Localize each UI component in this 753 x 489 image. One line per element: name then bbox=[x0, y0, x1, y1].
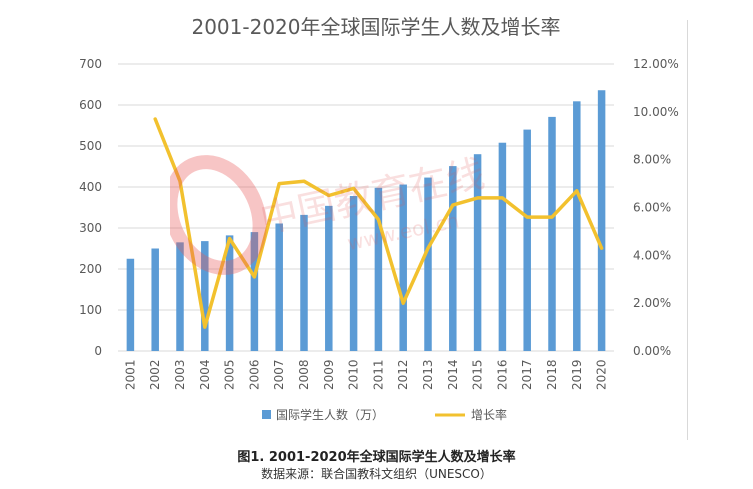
x-tick-label: 2014 bbox=[446, 359, 460, 390]
bar bbox=[225, 235, 234, 351]
x-tick-label: 2001 bbox=[123, 359, 137, 390]
y-right-tick-label: 8.00% bbox=[633, 153, 671, 167]
x-tick-label: 2013 bbox=[421, 359, 435, 390]
bar bbox=[349, 196, 358, 351]
y-left-tick-label: 100 bbox=[79, 303, 102, 317]
y-left-tick-label: 0 bbox=[94, 344, 102, 358]
y-left-tick-label: 400 bbox=[79, 180, 102, 194]
bar bbox=[201, 241, 209, 351]
figure-source: 数据来源：联合国教科文组织（UNESCO） bbox=[261, 467, 492, 481]
y-left-tick-label: 700 bbox=[79, 57, 102, 71]
legend-bar-swatch bbox=[262, 410, 271, 419]
y-left-tick-label: 200 bbox=[79, 262, 102, 276]
bar bbox=[176, 242, 184, 351]
x-tick-label: 2006 bbox=[247, 359, 261, 390]
bar bbox=[374, 187, 383, 351]
y-right-tick-label: 2.00% bbox=[633, 296, 671, 310]
x-tick-label: 2012 bbox=[396, 359, 410, 390]
x-tick-label: 2008 bbox=[297, 359, 311, 390]
bar bbox=[300, 214, 308, 351]
bar bbox=[597, 90, 606, 352]
bar bbox=[325, 205, 333, 351]
y-right-tick-label: 10.00% bbox=[633, 105, 679, 119]
x-tick-label: 2017 bbox=[520, 359, 534, 390]
y-right-tick-label: 12.00% bbox=[633, 57, 679, 71]
x-tick-label: 2018 bbox=[545, 359, 559, 390]
x-tick-label: 2019 bbox=[570, 359, 584, 390]
bar bbox=[449, 166, 457, 351]
y-left-tick-label: 500 bbox=[79, 139, 102, 153]
frame-border bbox=[687, 20, 688, 440]
legend-line-label: 增长率 bbox=[471, 407, 507, 422]
y-left-tick-label: 600 bbox=[79, 98, 102, 112]
line-series bbox=[153, 117, 604, 329]
x-axis-ticks: 2001 2002 2003 2004 2005 2006 2007 2008 2009 2010… bbox=[123, 359, 608, 390]
bar bbox=[523, 129, 531, 351]
right-axis-ticks: 0.00% 2.00% 4.00% 6.00% 8.00% 10.00% 12.00% bbox=[633, 57, 679, 358]
chart: 2001-2020年全球国际学生人数及增长率 0 100 200 300 400 500 6… bbox=[79, 15, 679, 422]
bar bbox=[424, 177, 432, 351]
x-tick-label: 2010 bbox=[347, 359, 361, 390]
x-tick-label: 2005 bbox=[223, 359, 237, 390]
y-right-tick-label: 6.00% bbox=[633, 201, 671, 215]
y-left-tick-label: 300 bbox=[79, 221, 102, 235]
x-tick-label: 2007 bbox=[272, 359, 286, 390]
x-tick-label: 2011 bbox=[371, 359, 385, 390]
x-tick-label: 2020 bbox=[595, 359, 609, 390]
x-tick-label: 2002 bbox=[148, 359, 162, 390]
left-axis-ticks: 0 100 200 300 400 500 600 700 bbox=[79, 57, 102, 358]
figure-caption: 图1. 2001-2020年全球国际学生人数及增长率 bbox=[237, 450, 516, 465]
legend-bar-label: 国际学生人数（万） bbox=[276, 407, 384, 422]
bar bbox=[250, 232, 259, 351]
bar-series bbox=[126, 90, 606, 352]
legend: 国际学生人数（万） 增长率 bbox=[262, 407, 507, 422]
x-tick-label: 2009 bbox=[322, 359, 336, 390]
bar bbox=[498, 142, 507, 351]
bar bbox=[151, 248, 159, 351]
bar bbox=[275, 223, 283, 351]
x-tick-label: 2004 bbox=[198, 359, 212, 390]
growth-rate-line bbox=[153, 117, 604, 329]
y-right-tick-label: 0.00% bbox=[633, 344, 671, 358]
x-tick-label: 2003 bbox=[173, 359, 187, 390]
x-tick-label: 2016 bbox=[495, 359, 509, 390]
bar bbox=[548, 116, 556, 351]
x-tick-label: 2015 bbox=[471, 359, 485, 390]
bar bbox=[399, 184, 407, 351]
gridlines bbox=[118, 63, 614, 352]
chart-title: 2001-2020年全球国际学生人数及增长率 bbox=[191, 15, 560, 39]
bar bbox=[473, 154, 482, 351]
bar bbox=[573, 101, 581, 351]
y-right-tick-label: 4.00% bbox=[633, 248, 671, 262]
bar bbox=[126, 258, 135, 351]
